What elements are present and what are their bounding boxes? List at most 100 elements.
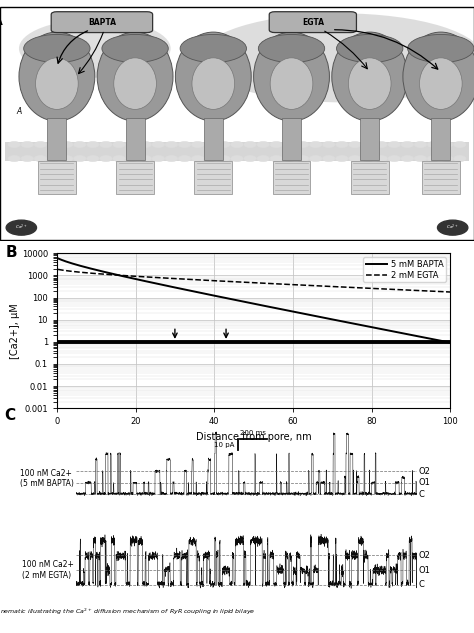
5 mM BAPTA: [364, 322, 370, 330]
Circle shape: [139, 141, 151, 147]
Text: O2: O2: [419, 551, 431, 560]
Circle shape: [8, 156, 20, 161]
Circle shape: [428, 141, 440, 147]
2 mM EGTA: [246, 279, 252, 286]
Circle shape: [310, 141, 322, 147]
Ellipse shape: [19, 19, 171, 78]
Text: 200 ms: 200 ms: [240, 430, 266, 436]
Circle shape: [428, 156, 440, 161]
2 mM EGTA: [447, 288, 453, 296]
Circle shape: [139, 156, 151, 161]
Legend: 5 mM BAPTA, 2 mM EGTA: 5 mM BAPTA, 2 mM EGTA: [364, 258, 446, 282]
Circle shape: [401, 141, 413, 147]
Circle shape: [362, 141, 374, 147]
Circle shape: [178, 141, 191, 147]
Circle shape: [47, 141, 60, 147]
Circle shape: [61, 156, 73, 161]
Circle shape: [126, 141, 138, 147]
Circle shape: [440, 156, 453, 161]
Bar: [126, 118, 145, 160]
Text: 100 nM Ca2+
(2 mM EGTA): 100 nM Ca2+ (2 mM EGTA): [22, 560, 74, 580]
Ellipse shape: [337, 34, 403, 63]
Circle shape: [375, 141, 387, 147]
Text: A: A: [0, 13, 2, 28]
Ellipse shape: [332, 32, 408, 121]
5 mM BAPTA: [447, 339, 453, 346]
Circle shape: [310, 156, 322, 161]
Circle shape: [375, 156, 387, 161]
Circle shape: [440, 141, 453, 147]
Circle shape: [231, 141, 243, 147]
Text: B: B: [6, 246, 18, 260]
Ellipse shape: [258, 34, 325, 63]
2 mM EGTA: [364, 284, 370, 292]
Circle shape: [34, 141, 46, 147]
Text: C: C: [419, 580, 425, 589]
Circle shape: [47, 156, 60, 161]
Circle shape: [152, 141, 164, 147]
Text: BAPTA: BAPTA: [88, 18, 116, 27]
Text: A: A: [16, 107, 22, 116]
Ellipse shape: [97, 32, 173, 121]
5 mM BAPTA: [75, 261, 81, 269]
Circle shape: [296, 156, 309, 161]
Circle shape: [152, 156, 164, 161]
Circle shape: [113, 156, 125, 161]
Ellipse shape: [403, 32, 474, 121]
Circle shape: [454, 156, 466, 161]
Bar: [431, 118, 450, 160]
Circle shape: [205, 141, 217, 147]
Ellipse shape: [36, 58, 78, 110]
Circle shape: [349, 156, 361, 161]
Circle shape: [6, 220, 36, 235]
Circle shape: [362, 156, 374, 161]
Ellipse shape: [192, 58, 235, 110]
Text: O1: O1: [419, 479, 431, 487]
Ellipse shape: [180, 34, 246, 63]
Circle shape: [401, 156, 413, 161]
Circle shape: [336, 156, 348, 161]
2 mM EGTA: [236, 278, 241, 285]
Ellipse shape: [408, 34, 474, 63]
5 mM BAPTA: [55, 254, 61, 262]
Ellipse shape: [24, 34, 90, 63]
Ellipse shape: [254, 32, 329, 121]
Circle shape: [283, 141, 296, 147]
Circle shape: [87, 141, 99, 147]
Circle shape: [165, 156, 178, 161]
Bar: [47, 118, 66, 160]
Circle shape: [205, 156, 217, 161]
Text: 100 nM Ca2+
(5 mM BAPTA): 100 nM Ca2+ (5 mM BAPTA): [20, 468, 74, 488]
Bar: [38, 161, 76, 194]
Circle shape: [244, 141, 256, 147]
Circle shape: [34, 156, 46, 161]
Circle shape: [283, 156, 296, 161]
2 mM EGTA: [55, 266, 61, 273]
Ellipse shape: [348, 58, 391, 110]
Circle shape: [191, 141, 204, 147]
Circle shape: [165, 141, 178, 147]
Text: $Ca^{2+}$: $Ca^{2+}$: [15, 223, 27, 232]
Circle shape: [414, 156, 427, 161]
Bar: [5, 142, 469, 161]
Circle shape: [270, 156, 283, 161]
Circle shape: [218, 141, 230, 147]
FancyBboxPatch shape: [51, 12, 153, 32]
Circle shape: [296, 141, 309, 147]
Y-axis label: [Ca2+], μM: [Ca2+], μM: [10, 303, 20, 359]
Circle shape: [178, 156, 191, 161]
Circle shape: [126, 156, 138, 161]
Text: EGTA: EGTA: [302, 18, 324, 27]
Circle shape: [388, 141, 401, 147]
Bar: [204, 118, 223, 160]
Circle shape: [73, 141, 86, 147]
Circle shape: [257, 156, 269, 161]
Ellipse shape: [199, 13, 474, 103]
Line: 5 mM BAPTA: 5 mM BAPTA: [58, 258, 450, 342]
2 mM EGTA: [436, 287, 442, 295]
Circle shape: [21, 141, 34, 147]
Circle shape: [73, 156, 86, 161]
Circle shape: [191, 156, 204, 161]
Ellipse shape: [175, 32, 251, 121]
5 mM BAPTA: [246, 299, 252, 306]
